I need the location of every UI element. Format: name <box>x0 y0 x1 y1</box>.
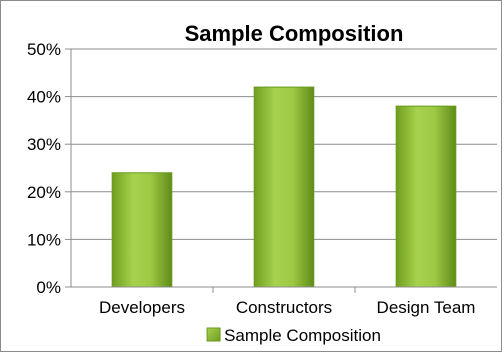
legend-swatch <box>206 327 221 342</box>
y-tick-label: 40% <box>27 88 61 107</box>
y-tick-label: 50% <box>27 40 61 59</box>
y-tick-label: 20% <box>27 183 61 202</box>
legend-label: Sample Composition <box>224 326 381 345</box>
bar-developers <box>111 172 173 288</box>
y-tick-label: 30% <box>27 135 61 154</box>
y-tick-label: 10% <box>27 230 61 249</box>
chart-title: Sample Composition <box>185 21 404 46</box>
x-tick-label: Design Team <box>377 298 476 317</box>
bar-constructors <box>253 86 315 288</box>
y-tick-label: 0% <box>36 278 61 297</box>
bar-design-team <box>395 105 457 288</box>
x-tick-label: Constructors <box>236 298 332 317</box>
x-tick-label: Developers <box>99 298 185 317</box>
